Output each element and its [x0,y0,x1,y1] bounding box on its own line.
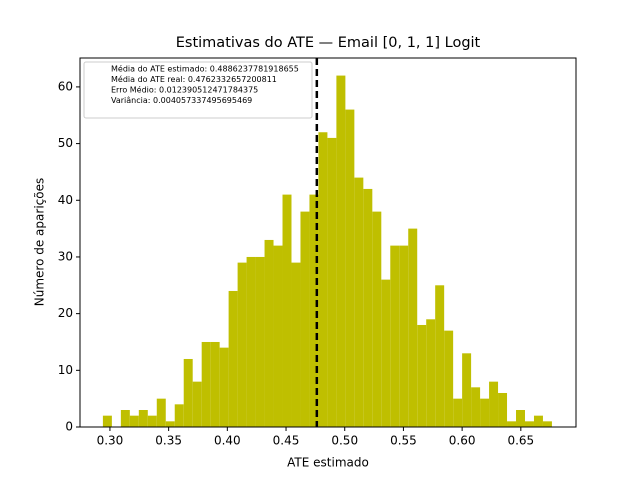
bar [381,279,391,427]
bar [462,353,472,427]
bar [363,188,373,427]
bar [210,341,220,427]
y-tick-label: 50 [58,136,73,150]
x-tick-label: 0.35 [155,434,182,448]
bar [489,381,499,427]
bar [327,137,337,427]
bar [408,228,418,427]
bar [201,341,211,427]
bar [291,262,301,427]
bar [282,194,292,427]
bar [507,421,517,427]
chart-title: Estimativas do ATE — Email [0, 1, 1] Log… [176,35,481,51]
bar [435,285,445,427]
x-tick-label: 0.55 [390,434,417,448]
bar [542,421,552,427]
bar [237,262,247,427]
bar [498,392,508,427]
x-axis-label: ATE estimado [287,456,369,470]
x-tick-label: 0.50 [331,434,358,448]
axes-frame [79,57,577,428]
y-tick-label: 30 [58,249,73,263]
legend-entry: Erro Médio: 0.012390512471784375 [111,85,258,95]
bar [471,387,481,427]
bar [129,415,139,427]
y-tick-label: 0 [65,420,73,434]
bar [165,421,175,427]
bar [480,398,490,427]
bar [183,358,193,427]
bar [309,194,319,427]
bar [533,415,543,427]
x-tick-label: 0.65 [507,434,534,448]
bar [273,245,283,427]
bar [426,319,436,427]
legend-box [83,61,313,119]
bar [246,256,256,427]
bar [219,347,229,427]
bar [524,421,534,427]
bar [120,409,130,427]
bar [390,245,400,427]
legend-entry: Média do ATE real: 0.4762332657200811 [111,74,277,84]
bar [156,398,166,427]
bar [264,239,274,427]
legend-entry: Variância: 0.004057337495695469 [111,96,252,105]
bar [255,256,265,427]
y-axis-label: Número de aparições [33,178,47,306]
bar [417,324,427,427]
bar [345,109,355,428]
bar [138,409,148,427]
bar [336,75,346,428]
y-tick-label: 10 [58,363,73,377]
bar [444,330,454,427]
x-tick-label: 0.40 [214,434,241,448]
x-tick-label: 0.60 [449,434,476,448]
bar [174,404,184,427]
y-tick-label: 20 [58,306,73,320]
bar [516,409,525,427]
x-tick-label: 0.30 [97,434,124,448]
bar [147,415,157,427]
y-tick-label: 40 [58,193,73,207]
bar [228,290,238,427]
bar [300,211,310,427]
y-tick-label: 60 [58,79,73,93]
legend-entry: Média do ATE estimado: 0.488623778191865… [111,64,299,74]
bar [318,132,328,427]
x-tick-label: 0.45 [273,434,300,448]
bar [453,398,463,427]
bar [372,211,382,427]
bar [354,177,364,427]
bar [102,415,112,427]
bar [192,381,202,427]
bar [399,245,409,427]
